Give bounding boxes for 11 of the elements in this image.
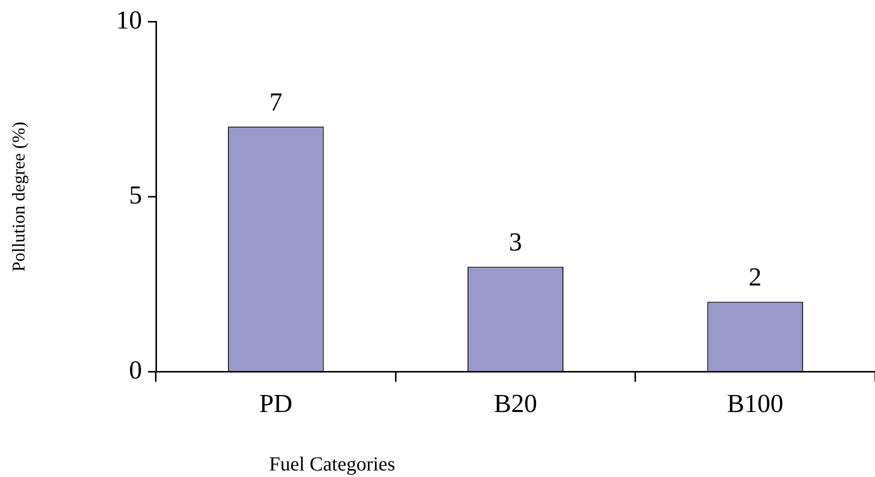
data-label: 2 bbox=[748, 262, 762, 292]
x-tick-label: PD bbox=[259, 389, 292, 418]
x-tick-label: B100 bbox=[726, 389, 784, 418]
data-label: 7 bbox=[269, 87, 282, 116]
y-tick-label: 0 bbox=[129, 356, 142, 385]
y-tick-label: 10 bbox=[116, 5, 142, 34]
x-tick-label: B20 bbox=[494, 389, 538, 418]
x-axis-title: Fuel Categories bbox=[269, 453, 396, 476]
y-axis-title: Pollution degree (%) bbox=[8, 122, 29, 272]
y-tick-label: 5 bbox=[129, 180, 142, 210]
data-label: 3 bbox=[509, 228, 522, 257]
